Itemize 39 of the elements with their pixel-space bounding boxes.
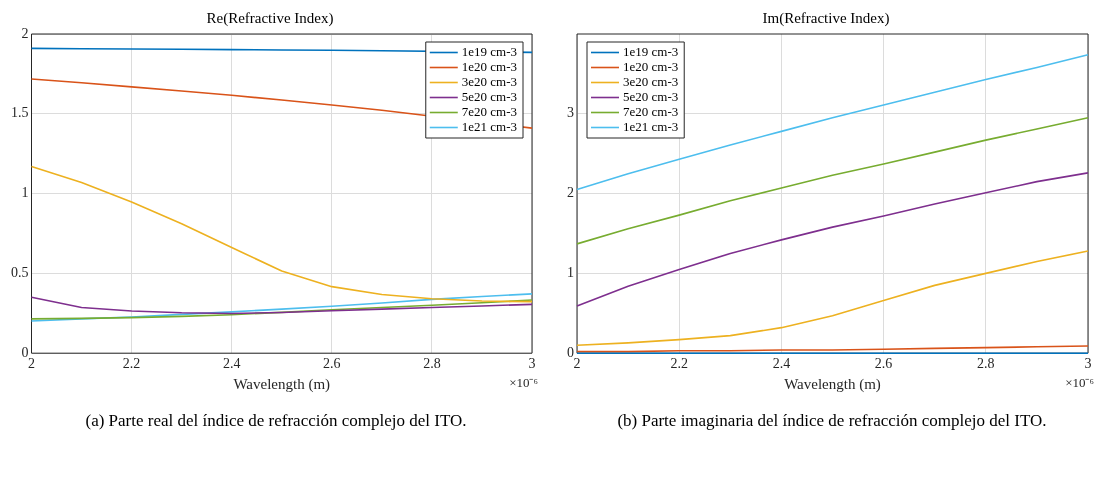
text: (b) Parte imaginaria del índice de refracción complejo del ITO. xyxy=(616,410,1048,432)
legend-label: 5e20 cm-3 xyxy=(461,88,517,104)
legend-label: 1e21 cm-3 xyxy=(623,118,679,134)
y-tick-label: 1.5 xyxy=(11,105,29,121)
legend-label: 5e20 cm-3 xyxy=(623,88,679,104)
x-tick-label: 2.8 xyxy=(423,356,441,372)
text: ×10⁻⁶ xyxy=(509,375,538,391)
y-tick-label: 0 xyxy=(21,344,29,360)
x-axis-title: Wavelength (m) xyxy=(784,375,881,393)
legend-label: 3e20 cm-3 xyxy=(623,73,679,89)
x-axis-title: Wavelength (m) xyxy=(233,375,331,393)
legend-label: 7e20 cm-3 xyxy=(623,103,679,119)
legend-label: 1e20 cm-3 xyxy=(461,58,517,74)
legend-label: 1e21 cm-3 xyxy=(461,118,517,134)
y-tick-label: 3 xyxy=(567,105,574,121)
legend-label: 1e20 cm-3 xyxy=(623,58,679,74)
x-tick-label: 2.8 xyxy=(977,356,995,372)
chart-title: Re(Refractive Index) xyxy=(206,9,334,27)
chart-title: Im(Refractive Index) xyxy=(762,9,890,27)
x-tick-label: 2.4 xyxy=(222,356,241,372)
text: ×10⁻⁶ xyxy=(1065,375,1094,391)
legend-label: 1e19 cm-3 xyxy=(461,43,517,59)
text: (a) Parte real del índice de refracción complejo del ITO. xyxy=(84,410,468,432)
x-tick-label: 2.2 xyxy=(670,356,688,372)
y-tick-label: 1 xyxy=(567,265,574,281)
y-tick-label: 2 xyxy=(567,185,574,201)
x-tick-label: 3 xyxy=(528,356,536,372)
legend-label: 3e20 cm-3 xyxy=(461,73,517,89)
y-tick-label: 2 xyxy=(21,25,29,41)
y-tick-label: 1 xyxy=(21,185,29,201)
x-tick-label: 2.6 xyxy=(323,356,341,372)
x-tick-label: 2.2 xyxy=(122,356,141,372)
x-tick-label: 2.6 xyxy=(874,356,893,372)
x-tick-label: 2.4 xyxy=(772,356,791,372)
y-tick-label: 0.5 xyxy=(11,265,29,281)
legend-label: 7e20 cm-3 xyxy=(461,103,517,119)
x-tick-label: 3 xyxy=(1084,356,1092,372)
y-tick-label: 0 xyxy=(567,344,574,360)
legend-label: 1e19 cm-3 xyxy=(623,43,679,59)
